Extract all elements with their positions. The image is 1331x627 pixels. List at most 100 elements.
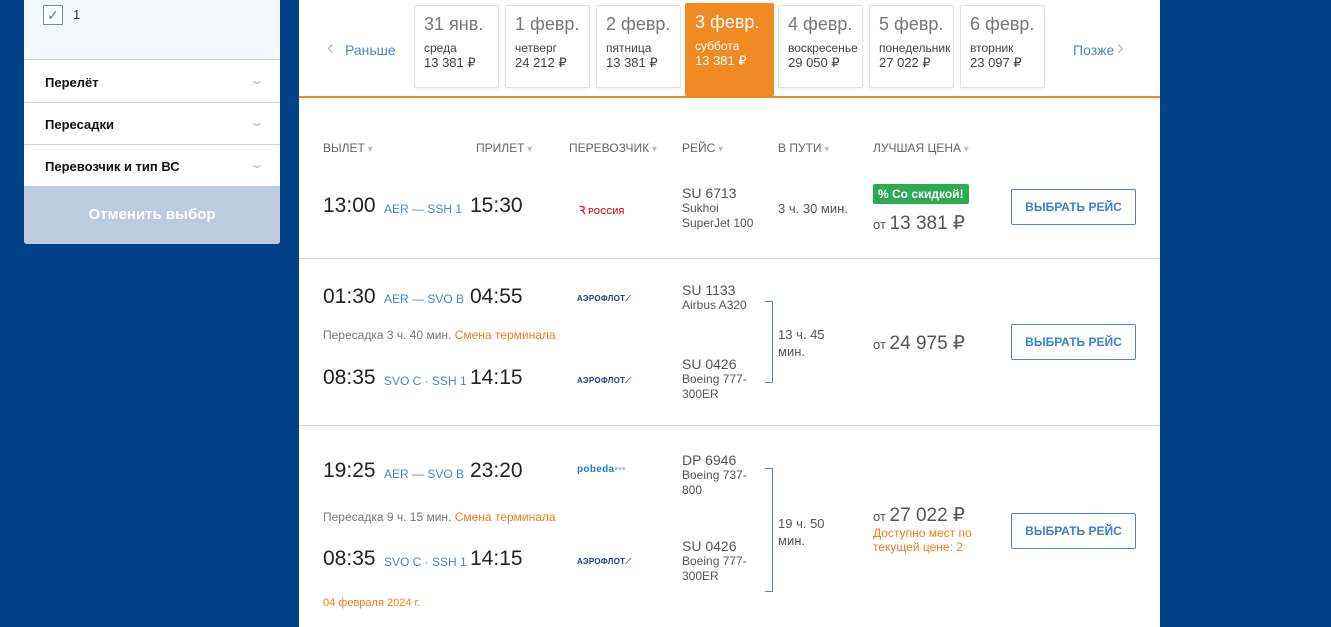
checkbox-label: 1 bbox=[73, 7, 81, 22]
departure-time: 19:25 bbox=[323, 459, 376, 482]
flight-result: 13:00 AER — SSH 1 15:30 Ꝛ РОССИЯ SU 6713… bbox=[299, 160, 1160, 259]
date-option-price: 23 097 ₽ bbox=[970, 55, 1022, 70]
transfer-info: Пересадка 9 ч. 15 мин. Смена терминала bbox=[323, 510, 556, 524]
date-option-weekday: воскресенье bbox=[788, 41, 858, 55]
date-option-date: 2 февр. bbox=[606, 14, 671, 34]
chevron-left-icon: ‹ bbox=[327, 37, 334, 59]
duration-bracket bbox=[765, 468, 773, 592]
duration-bracket bbox=[765, 301, 773, 383]
availability-note: Доступно мест по текущей цене: 2 bbox=[873, 526, 972, 554]
duration: 13 ч. 45 мин. bbox=[778, 327, 825, 359]
next-label: Позже bbox=[1073, 42, 1115, 58]
prev-label: Раньше bbox=[345, 42, 396, 58]
carrier-logo-rossiya: Ꝛ РОССИЯ bbox=[579, 205, 625, 217]
date-option-date: 6 февр. bbox=[970, 14, 1035, 34]
flight-info: SU 0426 Boeing 777- 300ER bbox=[682, 538, 747, 584]
next-dates-button[interactable]: Позже › bbox=[1073, 37, 1124, 59]
sort-flight[interactable]: РЕЙС bbox=[682, 141, 723, 155]
date-option-price: 24 212 ₽ bbox=[515, 55, 567, 70]
reset-filters-button[interactable]: Отменить выбор bbox=[24, 186, 280, 244]
arrival-time: 14:15 bbox=[470, 366, 523, 389]
date-option[interactable]: 5 февр. понедельник 27 022 ₽ bbox=[869, 5, 954, 88]
section-label: Перевозчик и тип ВС bbox=[45, 159, 180, 174]
departure-time: 13:00 bbox=[323, 194, 376, 217]
flight-info: SU 0426 Boeing 777- 300ER bbox=[682, 356, 747, 402]
date-option-weekday: понедельник bbox=[879, 41, 951, 55]
carrier-logo-aeroflot: АЭРОФЛОТ⟋ bbox=[577, 376, 632, 385]
sort-arrival[interactable]: ПРИЛЕТ bbox=[476, 141, 532, 155]
price: от 27 022 ₽ bbox=[873, 505, 966, 526]
arrival-time: 14:15 bbox=[470, 547, 523, 570]
date-option[interactable]: 3 февр. суббота 13 381 ₽ bbox=[685, 3, 774, 96]
carrier-logo-aeroflot: АЭРОФЛОТ⟋ bbox=[577, 294, 632, 303]
checkbox-checked[interactable]: ✓ bbox=[43, 5, 63, 25]
filter-sidebar: ✓ 1 Перелёт ⌄ Пересадки ⌄ Перевозчик и тип… bbox=[24, 0, 280, 244]
date-option-weekday: четверг bbox=[515, 41, 557, 55]
select-flight-button[interactable]: ВЫБРАТЬ РЕЙС bbox=[1011, 513, 1136, 549]
date-option-weekday: пятница bbox=[606, 41, 652, 55]
date-option[interactable]: 31 янв. среда 13 381 ₽ bbox=[414, 5, 499, 88]
route: SVO C · SSH 1 bbox=[384, 555, 467, 569]
route: AER — SSH 1 bbox=[384, 202, 463, 216]
price: от 13 381 ₽ bbox=[873, 213, 966, 234]
date-option-price: 13 381 ₽ bbox=[695, 53, 747, 68]
sort-departure[interactable]: ВЫЛЕТ bbox=[323, 141, 373, 155]
arrival-time: 04:55 bbox=[470, 285, 523, 308]
filter-options: ✓ 1 bbox=[24, 0, 280, 60]
flight-result: 01:30 AER — SVO B 04:55 АЭРОФЛОТ⟋ SU 113… bbox=[299, 259, 1160, 426]
filter-section-transfers[interactable]: Пересадки ⌄ bbox=[24, 103, 280, 145]
filter-section-carrier[interactable]: Перевозчик и тип ВС ⌄ bbox=[24, 145, 280, 187]
sort-carrier[interactable]: ПЕРЕВОЗЧИК bbox=[569, 141, 657, 155]
arrival-time: 23:20 bbox=[470, 459, 523, 482]
discount-badge: % Со скидкой! bbox=[873, 184, 969, 204]
duration: 3 ч. 30 мин. bbox=[778, 201, 848, 216]
section-label: Перелёт bbox=[45, 75, 99, 90]
date-option-price: 29 050 ₽ bbox=[788, 55, 840, 70]
sort-duration[interactable]: В ПУТИ bbox=[778, 141, 829, 155]
prev-dates-button[interactable]: ‹ Раньше bbox=[327, 37, 396, 59]
date-option-price: 13 381 ₽ bbox=[606, 55, 658, 70]
departure-time: 08:35 bbox=[323, 366, 376, 389]
chevron-right-icon: › bbox=[1117, 37, 1124, 59]
arrival-time: 15:30 bbox=[470, 194, 523, 217]
transfer-info: Пересадка 3 ч. 40 мин. Смена терминала bbox=[323, 328, 556, 342]
date-option-weekday: суббота bbox=[695, 39, 740, 53]
carrier-logo-pobeda: pobeda••• bbox=[577, 464, 626, 475]
date-option[interactable]: 6 февр. вторник 23 097 ₽ bbox=[960, 5, 1045, 88]
route: SVO C · SSH 1 bbox=[384, 374, 467, 388]
date-option-weekday: среда bbox=[424, 41, 457, 55]
date-option[interactable]: 2 февр. пятница 13 381 ₽ bbox=[596, 5, 681, 88]
carrier-logo-aeroflot: АЭРОФЛОТ⟋ bbox=[577, 557, 632, 566]
flight-info: SU 6713 Sukhoi SuperJet 100 bbox=[682, 185, 754, 231]
date-option-date: 1 февр. bbox=[515, 14, 580, 34]
filter-section-flight[interactable]: Перелёт ⌄ bbox=[24, 61, 280, 103]
departure-time: 01:30 bbox=[323, 285, 376, 308]
departure-time: 08:35 bbox=[323, 547, 376, 570]
duration: 19 ч. 50 мин. bbox=[778, 516, 825, 548]
price: от 24 975 ₽ bbox=[873, 333, 966, 354]
date-option[interactable]: 1 февр. четверг 24 212 ₽ bbox=[505, 5, 590, 88]
date-option-price: 27 022 ₽ bbox=[879, 55, 931, 70]
flight-result: 19:25 AER — SVO B 23:20 pobeda••• DP 694… bbox=[299, 426, 1160, 627]
section-label: Пересадки bbox=[45, 117, 114, 132]
chevron-down-icon: ⌄ bbox=[248, 115, 266, 129]
date-option-date: 31 янв. bbox=[424, 14, 484, 34]
flight-info: SU 1133 Airbus A320 bbox=[682, 282, 747, 313]
date-option-weekday: вторник bbox=[970, 41, 1014, 55]
date-selector: ‹ Раньше 31 янв. среда 13 381 ₽1 февр. четве… bbox=[299, 0, 1160, 98]
select-flight-button[interactable]: ВЫБРАТЬ РЕЙС bbox=[1011, 324, 1136, 360]
arrival-date: 04 февраля 2024 г. bbox=[323, 597, 421, 609]
route: AER — SVO B bbox=[384, 292, 465, 306]
chevron-down-icon: ⌄ bbox=[248, 157, 266, 171]
select-flight-button[interactable]: ВЫБРАТЬ РЕЙС bbox=[1011, 189, 1136, 225]
sort-price[interactable]: ЛУЧШАЯ ЦЕНА bbox=[873, 141, 969, 155]
date-option-date: 3 февр. bbox=[695, 12, 760, 32]
date-option[interactable]: 4 февр. воскресенье 29 050 ₽ bbox=[778, 5, 863, 88]
date-option-date: 5 февр. bbox=[879, 14, 944, 34]
flight-info: DP 6946 Boeing 737- 800 bbox=[682, 452, 747, 498]
date-option-price: 13 381 ₽ bbox=[424, 55, 476, 70]
date-option-date: 4 февр. bbox=[788, 14, 853, 34]
chevron-down-icon: ⌄ bbox=[248, 73, 266, 87]
results-panel: ‹ Раньше 31 янв. среда 13 381 ₽1 февр. четве… bbox=[299, 0, 1160, 627]
route: AER — SVO B bbox=[384, 467, 465, 481]
